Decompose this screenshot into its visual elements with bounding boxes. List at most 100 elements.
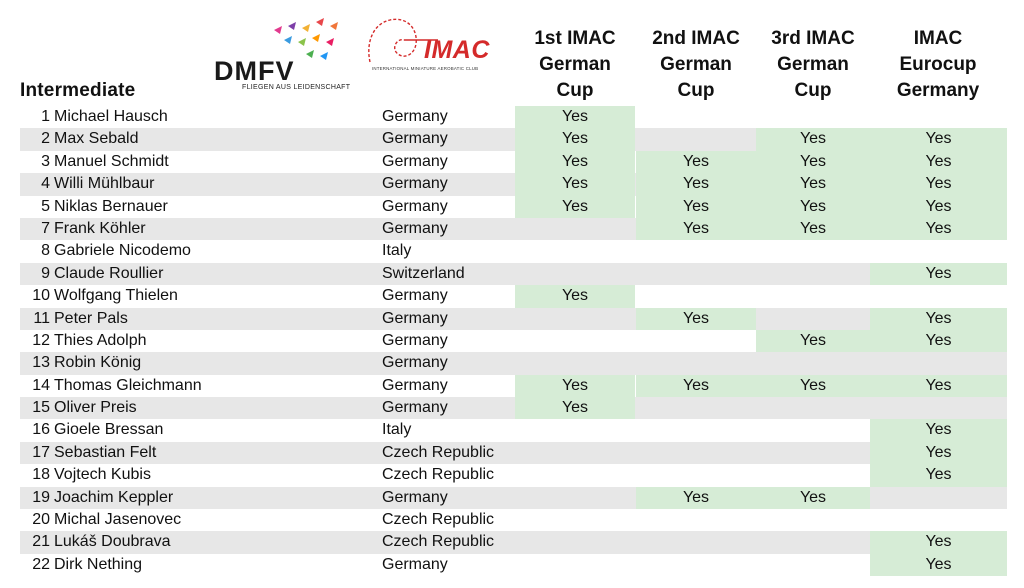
rank-number: 21 bbox=[32, 533, 50, 551]
pilot-name: Vojtech Kubis bbox=[54, 466, 151, 484]
cup-participation-cell bbox=[515, 240, 635, 262]
cup-participation-cell bbox=[756, 308, 870, 330]
table-row: 16 Gioele Bressan Italy Yes bbox=[20, 419, 1007, 442]
cup-participation-cell: Yes bbox=[515, 397, 635, 420]
table-row: 18 Vojtech Kubis Czech Republic Yes bbox=[20, 464, 1007, 487]
table-row: 21 Lukáš Doubrava Czech Republic Yes bbox=[20, 531, 1007, 554]
rank-number: 18 bbox=[32, 466, 50, 484]
cup-participation-cell: Yes bbox=[636, 173, 756, 196]
rank-number: 2 bbox=[41, 130, 50, 148]
cup-participation-cell: Yes bbox=[870, 419, 1007, 442]
cup-participation-cell bbox=[636, 464, 756, 486]
cup-participation-cell bbox=[515, 442, 635, 464]
cup-participation-cell bbox=[870, 106, 1007, 128]
pilot-country: Germany bbox=[382, 130, 448, 148]
pilot-table: 1 Michael Hausch Germany Yes 2 Max Sebald Germ… bbox=[20, 106, 1007, 577]
rank-number: 3 bbox=[41, 152, 50, 170]
pilot-name: Michal Jasenovec bbox=[54, 511, 182, 529]
pilot-country: Germany bbox=[382, 354, 448, 372]
rank-number: 10 bbox=[32, 287, 50, 305]
cup-participation-cell: Yes bbox=[636, 486, 756, 510]
cup-participation-cell: Yes bbox=[756, 329, 870, 353]
dmfv-birds-icon bbox=[274, 18, 338, 60]
cup-participation-cell bbox=[636, 240, 756, 262]
cup-participation-cell bbox=[515, 352, 635, 374]
cup-participation-cell bbox=[870, 509, 1007, 531]
cup-participation-cell: Yes bbox=[636, 150, 756, 174]
row-shading bbox=[20, 397, 1007, 420]
cup-participation-cell bbox=[636, 554, 756, 576]
pilot-country: Germany bbox=[382, 219, 448, 237]
cup-participation-cell: Yes bbox=[636, 195, 756, 218]
table-row: 4 Willi Mühlbaur Germany Yes Yes Yes Yes bbox=[20, 173, 1007, 196]
cup-participation-cell bbox=[515, 531, 635, 553]
column-header-1st-german-cup: 1st IMAC German Cup bbox=[534, 28, 616, 101]
rank-number: 9 bbox=[41, 264, 50, 282]
rank-number: 17 bbox=[32, 443, 50, 461]
pilot-country: Germany bbox=[382, 331, 448, 349]
cup-participation-cell bbox=[515, 263, 635, 285]
cup-participation-cell bbox=[636, 419, 756, 441]
table-row: 3 Manuel Schmidt Germany Yes Yes Yes Yes bbox=[20, 150, 1007, 174]
table-row: 12 Thies Adolph Germany Yes Yes bbox=[20, 329, 1007, 353]
pilot-name: Lukáš Doubrava bbox=[54, 533, 171, 551]
cup-participation-cell bbox=[515, 419, 635, 441]
pilot-name: Gabriele Nicodemo bbox=[54, 242, 191, 260]
cup-participation-cell bbox=[756, 442, 870, 464]
pilot-country: Germany bbox=[382, 197, 448, 215]
pilot-country: Germany bbox=[382, 108, 448, 125]
cup-participation-cell bbox=[515, 464, 635, 486]
pilot-name: Frank Köhler bbox=[54, 219, 146, 237]
cup-participation-cell bbox=[870, 285, 1007, 307]
pilot-name: Thies Adolph bbox=[54, 331, 147, 349]
rank-number: 12 bbox=[32, 331, 50, 349]
rank-number: 7 bbox=[41, 219, 50, 237]
pilot-name: Claude Roullier bbox=[54, 264, 164, 282]
table-row: 2 Max Sebald Germany Yes Yes Yes bbox=[20, 128, 1007, 151]
cup-participation-cell bbox=[515, 330, 635, 352]
cup-participation-cell bbox=[756, 554, 870, 576]
rank-number: 1 bbox=[41, 108, 50, 125]
cup-participation-cell: Yes bbox=[870, 531, 1007, 554]
cup-participation-cell bbox=[756, 531, 870, 553]
cup-participation-cell: Yes bbox=[515, 195, 635, 218]
cup-participation-cell: Yes bbox=[870, 150, 1007, 174]
column-header-eurocup-germany: IMAC Eurocup Germany bbox=[896, 28, 980, 101]
cup-participation-cell bbox=[870, 397, 1007, 419]
table-row: 11 Peter Pals Germany Yes Yes bbox=[20, 307, 1007, 330]
table-row: 20 Michal Jasenovec Czech Republic bbox=[20, 509, 1007, 531]
pilot-country: Czech Republic bbox=[382, 443, 495, 461]
cup-participation-cell: Yes bbox=[756, 374, 870, 398]
cup-participation-cell bbox=[515, 308, 635, 330]
table-row: 10 Wolfgang Thielen Germany Yes bbox=[20, 285, 1007, 308]
rank-number: 20 bbox=[32, 511, 50, 529]
cup-participation-cell: Yes bbox=[756, 217, 870, 241]
pilot-name: Joachim Keppler bbox=[54, 488, 174, 506]
cup-participation-cell bbox=[870, 352, 1007, 374]
cup-participation-cell bbox=[636, 352, 756, 374]
table-row: 14 Thomas Gleichmann Germany Yes Yes Yes Yes bbox=[20, 374, 1007, 398]
rank-number: 13 bbox=[32, 354, 50, 372]
pilot-name: Peter Pals bbox=[54, 309, 128, 327]
cup-participation-cell bbox=[636, 509, 756, 531]
cup-participation-cell: Yes bbox=[756, 195, 870, 218]
pilot-name: Oliver Preis bbox=[54, 399, 137, 417]
table-header: Intermediate DMFV FLIEGEN AUS LEIDENSCHA… bbox=[0, 0, 1024, 106]
cup-participation-cell: Yes bbox=[636, 217, 756, 241]
cup-participation-cell bbox=[756, 419, 870, 441]
cup-participation-cell: Yes bbox=[870, 262, 1007, 286]
cup-participation-cell: Yes bbox=[515, 173, 635, 196]
pilot-name: Gioele Bressan bbox=[54, 421, 164, 439]
table-row: 9 Claude Roullier Switzerland Yes bbox=[20, 262, 1007, 286]
cup-participation-cell: Yes bbox=[756, 150, 870, 174]
table-row: 1 Michael Hausch Germany Yes bbox=[20, 106, 1007, 129]
cup-participation-cell bbox=[756, 263, 870, 285]
pilot-country: Czech Republic bbox=[382, 533, 495, 551]
pilot-country: Germany bbox=[382, 152, 448, 170]
table-row: 15 Oliver Preis Germany Yes bbox=[20, 397, 1007, 420]
cup-participation-cell: Yes bbox=[515, 128, 635, 151]
column-header-2nd-german-cup: 2nd IMAC German Cup bbox=[652, 28, 740, 101]
cup-participation-cell: Yes bbox=[515, 150, 635, 174]
column-header-3rd-german-cup: 3rd IMAC German Cup bbox=[771, 28, 855, 101]
cup-participation-cell bbox=[756, 285, 870, 307]
